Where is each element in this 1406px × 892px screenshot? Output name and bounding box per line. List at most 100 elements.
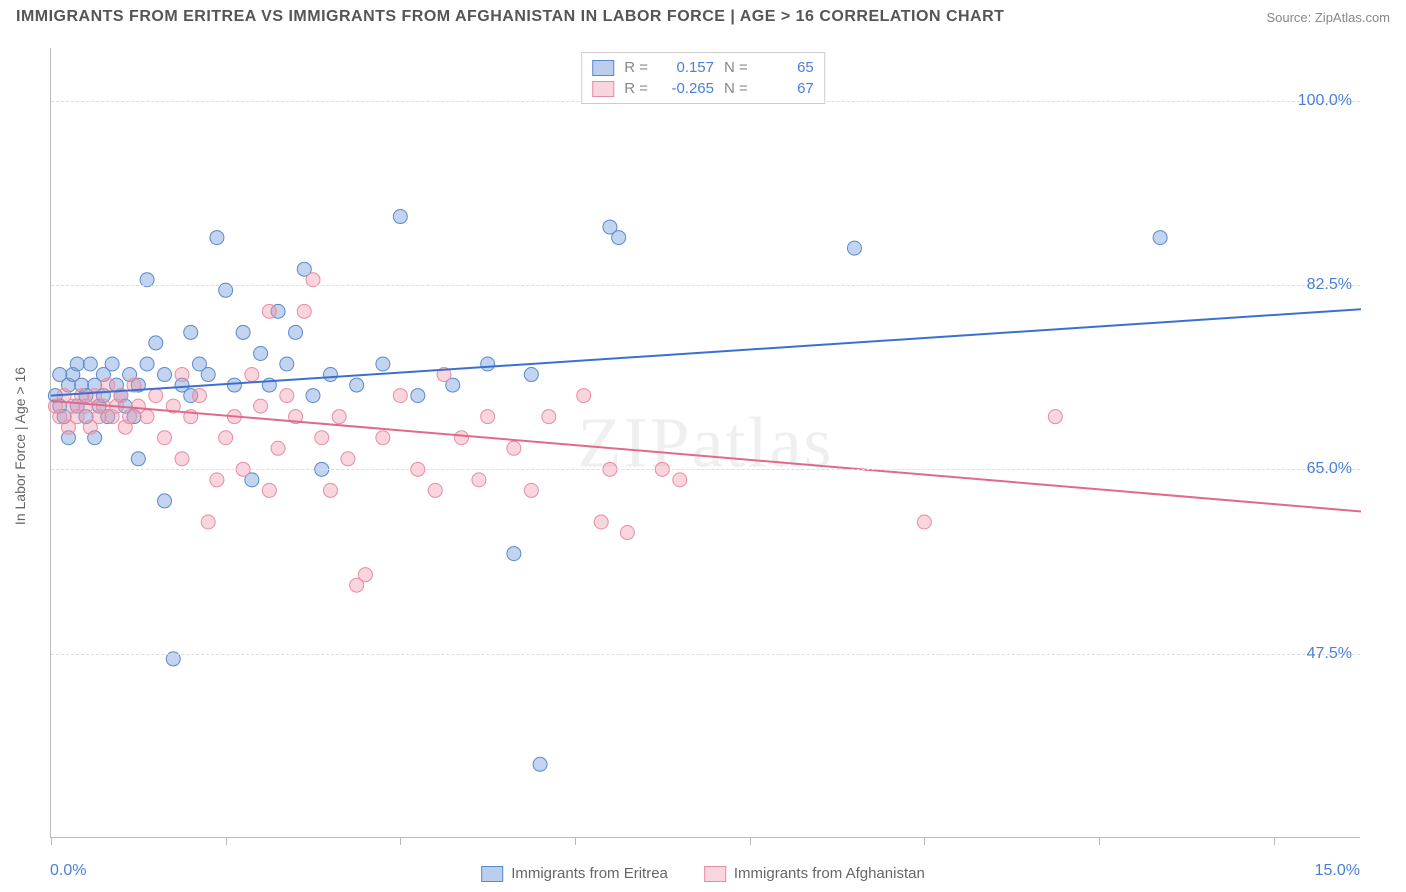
n-value-eritrea: 65 [758, 59, 814, 76]
data-point [262, 483, 276, 497]
source-attribution: Source: ZipAtlas.com [1266, 10, 1390, 25]
data-point [131, 452, 145, 466]
data-point [612, 231, 626, 245]
y-tick-label: 47.5% [1307, 645, 1352, 663]
data-point [507, 547, 521, 561]
y-tick-label: 82.5% [1307, 276, 1352, 294]
x-tick [575, 837, 576, 845]
data-point [227, 378, 241, 392]
data-point [594, 515, 608, 529]
data-point [323, 368, 337, 382]
y-tick-label: 100.0% [1298, 92, 1352, 110]
y-axis-title: In Labor Force | Age > 16 [12, 367, 28, 525]
data-point [481, 357, 495, 371]
data-point [210, 473, 224, 487]
data-point [358, 568, 372, 582]
data-point [262, 304, 276, 318]
swatch-pink-icon [592, 81, 614, 97]
data-point [306, 389, 320, 403]
x-tick [1274, 837, 1275, 845]
n-label: N = [724, 59, 748, 76]
regression-line [51, 401, 1361, 512]
series-label-eritrea: Immigrants from Eritrea [511, 865, 668, 882]
x-tick [51, 837, 52, 845]
data-point [393, 389, 407, 403]
data-point [70, 357, 84, 371]
gridline [51, 654, 1360, 655]
data-point [158, 431, 172, 445]
data-point [542, 410, 556, 424]
data-point [210, 231, 224, 245]
data-point [149, 336, 163, 350]
data-point [376, 357, 390, 371]
data-point [847, 241, 861, 255]
gridline [51, 469, 1360, 470]
data-point [175, 452, 189, 466]
data-point [524, 483, 538, 497]
data-point [175, 368, 189, 382]
data-point [158, 494, 172, 508]
data-point [507, 441, 521, 455]
data-point [245, 368, 259, 382]
data-point [620, 526, 634, 540]
data-point [393, 210, 407, 224]
data-point [315, 431, 329, 445]
data-point [472, 473, 486, 487]
data-point [158, 368, 172, 382]
x-axis-max-label: 15.0% [1315, 862, 1360, 880]
data-point [1153, 231, 1167, 245]
data-point [533, 757, 547, 771]
data-point [289, 325, 303, 339]
data-point [83, 357, 97, 371]
correlation-legend: R = 0.157 N = 65 R = -0.265 N = 67 [581, 52, 825, 104]
data-point [201, 368, 215, 382]
data-point [184, 325, 198, 339]
data-point [236, 325, 250, 339]
x-tick [1099, 837, 1100, 845]
swatch-blue-icon [481, 866, 503, 882]
x-tick [924, 837, 925, 845]
swatch-pink-icon [704, 866, 726, 882]
data-point [101, 378, 115, 392]
data-point [254, 399, 268, 413]
gridline [51, 285, 1360, 286]
data-point [140, 410, 154, 424]
x-tick [750, 837, 751, 845]
n-value-afghanistan: 67 [758, 80, 814, 97]
data-point [673, 473, 687, 487]
series-label-afghanistan: Immigrants from Afghanistan [734, 865, 925, 882]
x-tick [400, 837, 401, 845]
legend-item-eritrea: Immigrants from Eritrea [481, 865, 668, 882]
chart-title: IMMIGRANTS FROM ERITREA VS IMMIGRANTS FR… [16, 8, 1004, 26]
data-point [280, 357, 294, 371]
r-value-afghanistan: -0.265 [658, 80, 714, 97]
r-value-eritrea: 0.157 [658, 59, 714, 76]
data-point [254, 346, 268, 360]
data-point [481, 410, 495, 424]
chart-plot-area: ZIPatlas 47.5%65.0%82.5%100.0% [50, 48, 1360, 838]
data-point [524, 368, 538, 382]
legend-item-afghanistan: Immigrants from Afghanistan [704, 865, 925, 882]
swatch-blue-icon [592, 60, 614, 76]
data-point [140, 357, 154, 371]
data-point [332, 410, 346, 424]
x-tick [226, 837, 227, 845]
legend-row-eritrea: R = 0.157 N = 65 [592, 57, 814, 78]
data-point [577, 389, 591, 403]
r-label: R = [624, 59, 648, 76]
data-point [271, 441, 285, 455]
data-point [454, 431, 468, 445]
r-label: R = [624, 80, 648, 97]
data-point [411, 389, 425, 403]
data-point [341, 452, 355, 466]
data-point [376, 431, 390, 445]
data-point [323, 483, 337, 497]
data-point [219, 431, 233, 445]
series-legend: Immigrants from Eritrea Immigrants from … [481, 865, 925, 882]
data-point [428, 483, 442, 497]
x-axis-min-label: 0.0% [50, 862, 86, 880]
data-point [350, 378, 364, 392]
data-point [192, 389, 206, 403]
data-point [297, 304, 311, 318]
data-point [1048, 410, 1062, 424]
